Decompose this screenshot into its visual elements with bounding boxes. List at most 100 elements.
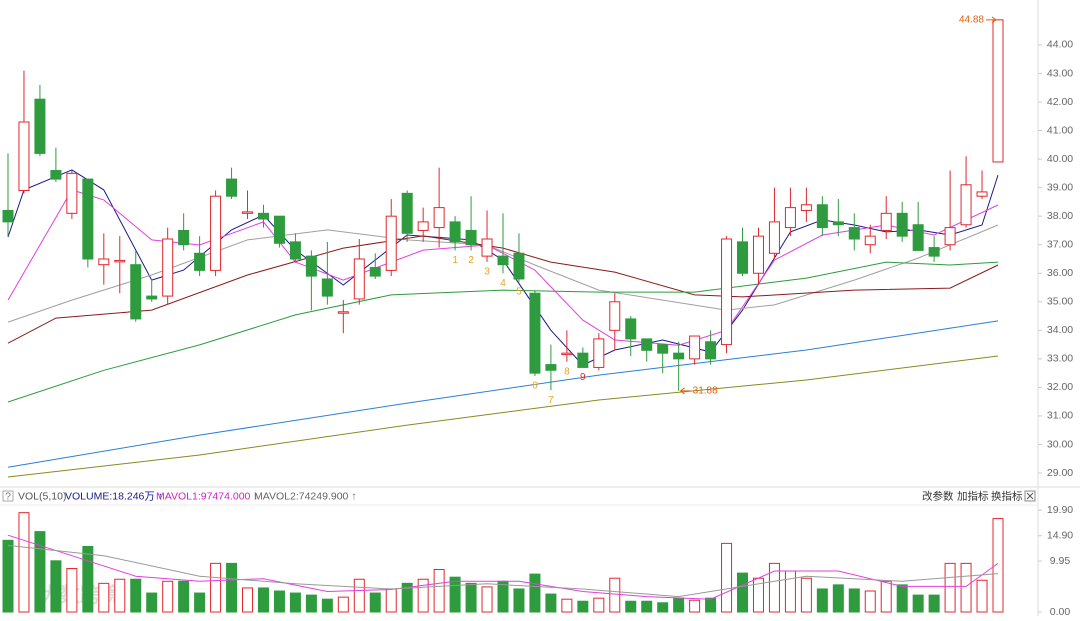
y-tick-label: 40.00 (1047, 153, 1073, 165)
volume-bar (768, 562, 780, 613)
volume-bar (82, 545, 94, 613)
close-icon (1026, 492, 1034, 500)
candle-body (928, 247, 940, 257)
candle-body (625, 318, 637, 340)
volume-bar (273, 590, 285, 613)
volume-bar (305, 594, 317, 613)
candle-body (465, 229, 477, 246)
volume-bar (242, 587, 254, 613)
y-tick-label: 14.90 (1047, 529, 1073, 541)
low-arrow (679, 387, 691, 395)
candle-body (593, 338, 605, 368)
candle-body (832, 221, 844, 226)
volume-bar (146, 592, 158, 613)
volume-bar (784, 570, 796, 613)
volume-bar (130, 578, 142, 613)
ma-line (7, 320, 999, 468)
volume-bar (162, 580, 174, 613)
candle-body (705, 341, 717, 360)
candle-body (641, 338, 653, 351)
y-tick-label: 9.95 (1050, 555, 1071, 567)
volume-bar (832, 584, 844, 613)
y-tick-label: 35.00 (1047, 296, 1073, 308)
mavol2-text: MAVOL2:74249.900 ↑ (254, 490, 357, 502)
candle-body (529, 292, 541, 374)
candle-body (752, 235, 764, 274)
candle-body (816, 204, 828, 229)
candle-body (82, 178, 94, 260)
candle-body (944, 227, 956, 246)
y-tick-label: 31.00 (1047, 410, 1073, 422)
y-tick-label: 19.90 (1047, 504, 1073, 516)
ma-line (7, 355, 999, 478)
volume-bar (641, 600, 653, 613)
candle-body (178, 229, 190, 246)
sequence-label: 5 (516, 286, 522, 297)
y-tick-label: 32.00 (1047, 381, 1073, 393)
volume-bar (960, 562, 972, 613)
volume-bar (433, 569, 445, 613)
candle-body (864, 235, 876, 246)
y-tick-label: 39.00 (1047, 181, 1073, 193)
candle-body (2, 209, 14, 223)
candle-body (545, 364, 557, 371)
candle-body (194, 252, 206, 271)
candle-body (577, 352, 589, 368)
volume-bar (657, 602, 669, 613)
candle-body (497, 255, 509, 266)
volume-bar (864, 590, 876, 613)
candle-body (481, 238, 493, 257)
candle-body (976, 191, 988, 197)
ma-line (7, 544, 999, 598)
volume-bar (417, 578, 429, 613)
candle-body (353, 258, 365, 300)
volume-bar (928, 594, 940, 613)
volume-bar (66, 567, 78, 613)
volume-bar (2, 539, 14, 613)
button[interactable]: 换指标 (991, 489, 1023, 502)
candle-body (657, 344, 669, 354)
close-button[interactable] (1024, 490, 1036, 502)
volume-bar (609, 577, 621, 613)
ma-line (7, 534, 999, 600)
candle-body (226, 178, 238, 197)
y-tick-label: 29.00 (1047, 467, 1073, 479)
volume-bar (944, 562, 956, 613)
help-icon[interactable]: ? (5, 490, 11, 502)
candle-body (784, 207, 796, 229)
button[interactable]: 加指标 (957, 489, 989, 502)
sequence-label: 3 (484, 266, 490, 277)
volume-bar (114, 578, 126, 613)
volume-bar (561, 598, 573, 613)
candle-body (401, 192, 413, 234)
button[interactable]: 改参数 (922, 489, 954, 502)
sequence-label: 4 (500, 278, 506, 289)
candle-body (337, 311, 349, 314)
candle-body (385, 215, 397, 271)
volume-bar (449, 576, 461, 613)
y-tick-label: 30.00 (1047, 438, 1073, 450)
sequence-label: 1 (452, 255, 458, 266)
candle-body (321, 278, 333, 297)
candle-body (848, 227, 860, 240)
candle-body (673, 352, 685, 360)
ma-line (7, 189, 999, 346)
volume-bar (289, 592, 301, 613)
volume-bar (401, 582, 413, 613)
candle-body (18, 121, 30, 191)
y-tick-label: 34.00 (1047, 324, 1073, 336)
candle-body (689, 335, 701, 360)
volume-bar (18, 512, 30, 613)
volume-bar (545, 593, 557, 613)
sequence-label: 8 (564, 366, 570, 377)
candle-body (50, 170, 62, 180)
candle-body (768, 221, 780, 254)
candle-body (721, 238, 733, 346)
vol-text: VOLUME:18.246万 ↑ (65, 490, 163, 502)
volume-bar (34, 531, 46, 613)
y-tick-label: 44.00 (1047, 39, 1073, 51)
volume-bar (465, 582, 477, 613)
sequence-label: 9 (580, 372, 586, 383)
y-tick-label: 43.00 (1047, 67, 1073, 79)
help-box[interactable] (2, 490, 14, 502)
